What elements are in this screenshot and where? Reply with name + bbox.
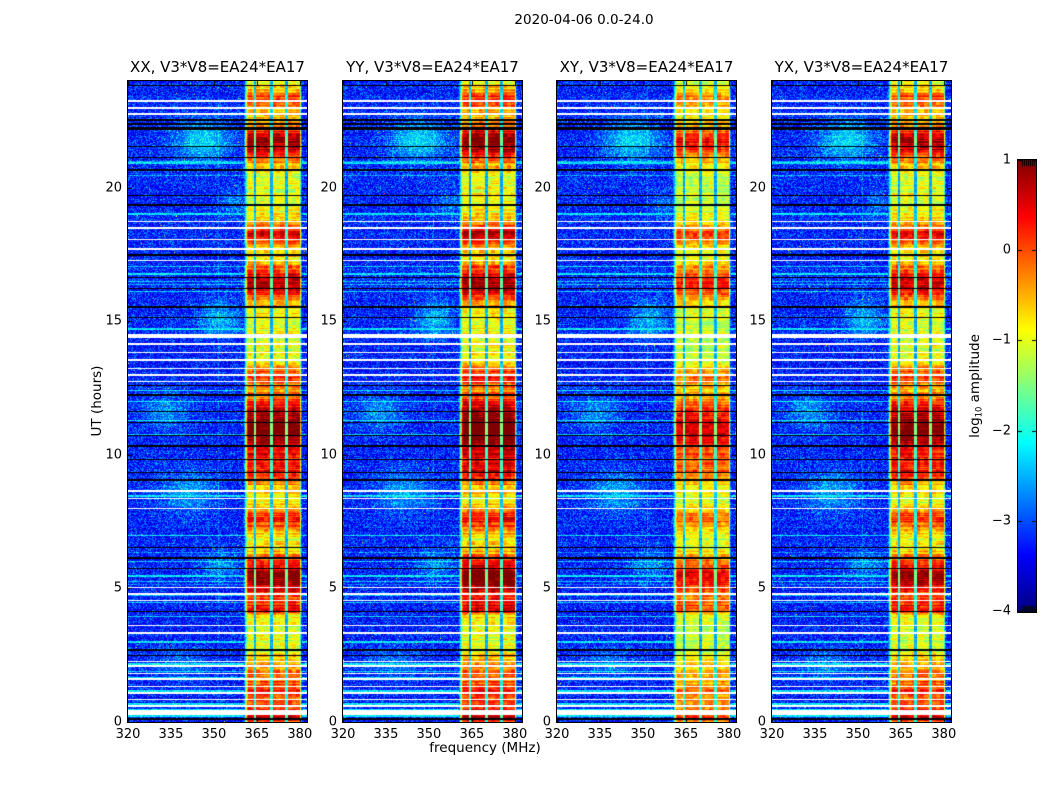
spectrogram-panel-xy — [556, 80, 737, 723]
figure-title: 2020-04-06 0.0-24.0 — [514, 12, 654, 28]
x-tick-label: 380 — [931, 727, 957, 742]
colorbar-label-amplitude: amplitude — [966, 334, 983, 407]
y-tick-label: 10 — [749, 447, 766, 463]
colorbar-tick-label: −1 — [991, 332, 1011, 348]
spectrogram-panel-yx — [771, 80, 952, 723]
y-tick-label: 20 — [534, 180, 551, 196]
spectrogram-canvas — [343, 81, 522, 722]
x-tick-label: 365 — [459, 727, 485, 742]
colorbar — [1017, 159, 1037, 613]
x-tick-label: 365 — [673, 727, 699, 742]
colorbar-tick-label: −2 — [991, 423, 1011, 439]
y-tick-label: 15 — [105, 313, 122, 329]
x-tick-label: 380 — [287, 727, 313, 742]
y-tick-label: 20 — [749, 180, 766, 196]
y-tick-label: 0 — [328, 714, 337, 730]
spectrogram-canvas — [128, 81, 307, 722]
panel-title: YY, V3*V8=EA24*EA17 — [346, 58, 519, 76]
x-tick-label: 365 — [888, 727, 914, 742]
x-tick-label: 335 — [158, 727, 184, 742]
y-tick-label: 0 — [113, 714, 122, 730]
x-tick-label: 365 — [244, 727, 270, 742]
y-tick-label: 10 — [534, 447, 551, 463]
y-tick-label: 5 — [542, 580, 551, 596]
colorbar-tick-label: 0 — [1002, 242, 1011, 258]
y-tick-label: 0 — [542, 714, 551, 730]
y-tick-label: 0 — [757, 714, 766, 730]
y-tick-label: 10 — [105, 447, 122, 463]
x-tick-label: 350 — [201, 727, 227, 742]
x-tick-label: 350 — [845, 727, 871, 742]
y-tick-label: 15 — [534, 313, 551, 329]
panel-title: XY, V3*V8=EA24*EA17 — [559, 58, 734, 76]
x-tick-label: 380 — [716, 727, 742, 742]
x-tick-label: 350 — [630, 727, 656, 742]
panel-title: YX, V3*V8=EA24*EA17 — [774, 58, 949, 76]
y-tick-label: 20 — [105, 180, 122, 196]
colorbar-gradient — [1018, 160, 1036, 612]
spectrogram-canvas — [772, 81, 951, 722]
spectrogram-panel-xx — [127, 80, 308, 723]
x-tick-label: 320 — [330, 727, 356, 742]
x-axis-label: frequency (MHz) — [429, 740, 541, 756]
spectrogram-panel-yy — [342, 80, 523, 723]
x-tick-label: 320 — [759, 727, 785, 742]
spectrogram-canvas — [557, 81, 736, 722]
colorbar-tick-label: 1 — [1002, 152, 1011, 168]
y-tick-label: 10 — [320, 447, 337, 463]
y-tick-label: 5 — [757, 580, 766, 596]
x-tick-label: 335 — [802, 727, 828, 742]
y-axis-label: UT (hours) — [89, 365, 105, 437]
x-tick-label: 320 — [544, 727, 570, 742]
colorbar-tick-label: −4 — [991, 603, 1011, 619]
x-tick-label: 335 — [587, 727, 613, 742]
x-tick-label: 320 — [115, 727, 141, 742]
colorbar-tick-label: −3 — [991, 513, 1011, 529]
y-tick-label: 15 — [749, 313, 766, 329]
y-tick-label: 20 — [320, 180, 337, 196]
colorbar-label-log: log — [966, 417, 983, 438]
y-tick-label: 5 — [328, 580, 337, 596]
x-tick-label: 335 — [373, 727, 399, 742]
x-tick-label: 380 — [502, 727, 528, 742]
y-tick-label: 5 — [113, 580, 122, 596]
panel-title: XX, V3*V8=EA24*EA17 — [130, 58, 305, 76]
colorbar-label-sub: 10 — [973, 406, 984, 418]
colorbar-label: log10 amplitude — [967, 334, 984, 438]
y-tick-label: 15 — [320, 313, 337, 329]
x-tick-label: 350 — [416, 727, 442, 742]
